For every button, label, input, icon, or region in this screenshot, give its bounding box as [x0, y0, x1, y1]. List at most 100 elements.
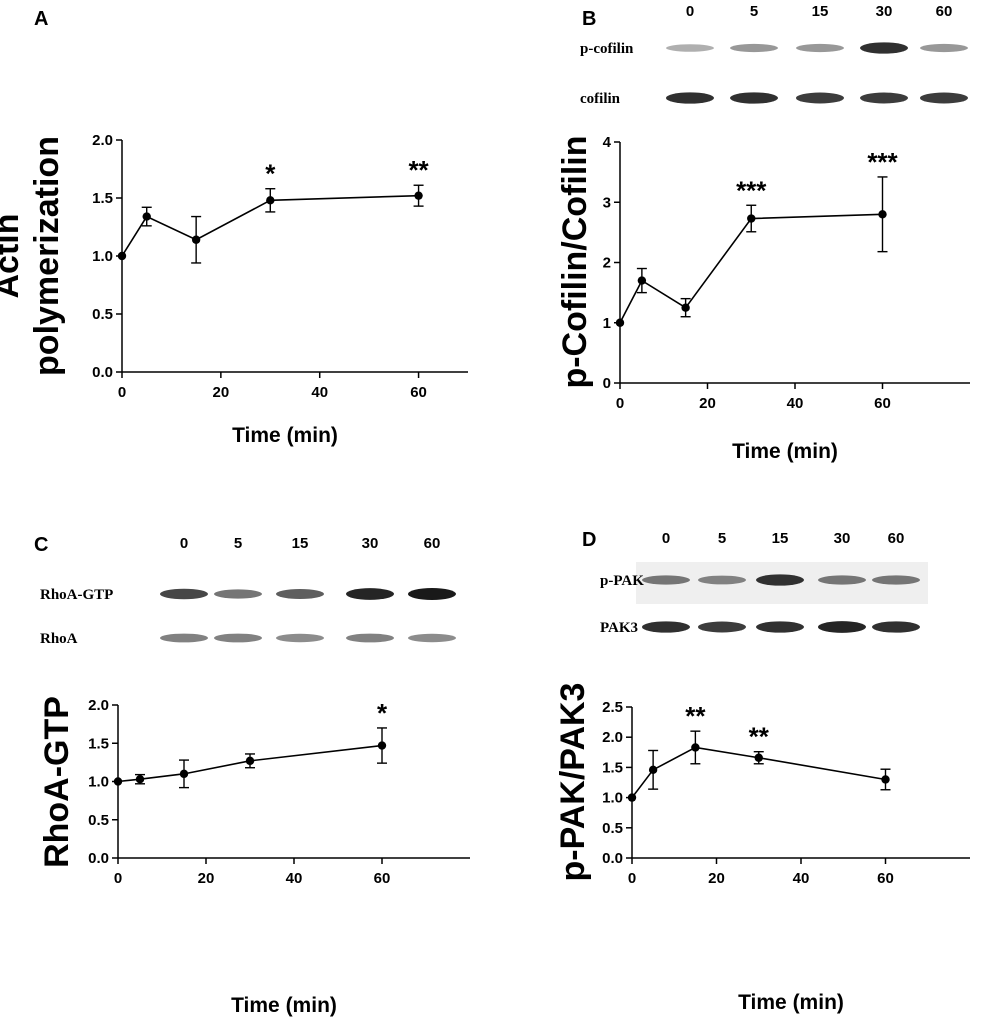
x-tick-label: 0: [114, 870, 122, 887]
blot-band: [796, 92, 844, 104]
blot-band: [756, 621, 804, 633]
blot-row-label: cofilin: [580, 91, 621, 107]
significance-marker: **: [685, 701, 706, 731]
x-axis-label: Time (min): [738, 991, 844, 1014]
blot-band: [796, 43, 844, 53]
x-tick-label: 20: [708, 870, 725, 887]
significance-marker: *: [377, 698, 388, 728]
blot-band: [860, 42, 908, 54]
y-tick-label: 2.0: [88, 697, 109, 714]
data-point: [681, 303, 690, 312]
y-tick-label: 1.5: [92, 190, 113, 207]
blot-band: [666, 92, 714, 104]
y-tick-label: 2.0: [602, 729, 623, 746]
blot-band: [346, 588, 394, 600]
blot-band: [160, 588, 208, 600]
x-tick-label: 0: [616, 395, 624, 412]
data-point: [377, 741, 387, 750]
x-tick-label: 40: [787, 395, 804, 412]
x-tick-label: 20: [213, 384, 230, 401]
blot-band: [642, 575, 690, 585]
blot-band: [818, 575, 866, 585]
chart-panel-d: 0.0 0.5 1.0 1.5 2.0 2.5 0 20 40 60 Time (min) p-PAK…: [554, 683, 970, 1014]
significance-marker: ***: [736, 175, 767, 205]
y-axis-label: Actin: [0, 214, 26, 299]
blot-panel-b: 0 5 15 30 60 p-cofilin cofilin: [580, 3, 968, 107]
x-axis-label: Time (min): [232, 424, 338, 447]
blot-panel-c: 0 5 15 30 60 RhoA-GTP RhoA: [40, 535, 456, 647]
data-point: [878, 210, 887, 219]
blot-timepoint-label: 60: [424, 535, 441, 552]
significance-marker: ***: [867, 147, 898, 177]
blot-row-label: RhoA-GTP: [40, 587, 113, 603]
panel-letter-d: D: [582, 529, 596, 551]
x-tick-label: 0: [628, 870, 636, 887]
blot-timepoint-label: 30: [876, 3, 893, 20]
y-tick-label: 3: [603, 194, 611, 211]
blot-band: [698, 621, 746, 633]
blot-timepoint-label: 30: [362, 535, 379, 552]
data-point: [648, 765, 658, 775]
y-tick-label: 0.0: [88, 850, 109, 867]
blot-band: [214, 633, 262, 643]
blot-band: [276, 633, 324, 643]
blot-row-label: p-cofilin: [580, 41, 634, 57]
y-tick-label: 1.5: [602, 759, 623, 776]
data-point: [691, 743, 700, 752]
x-tick-label: 20: [198, 870, 215, 887]
data-point: [747, 214, 756, 223]
data-point: [117, 251, 127, 261]
blot-band: [698, 575, 746, 585]
blot-band: [214, 589, 262, 599]
chart-panel-c: 0.0 0.5 1.0 1.5 2.0 0 20 40 60 Time (min) RhoA-GTP…: [38, 696, 470, 1017]
y-axis-label: p-PAK/PAK3: [554, 683, 592, 882]
data-point: [266, 196, 275, 205]
x-tick-label: 60: [877, 870, 894, 887]
data-point: [637, 276, 647, 285]
blot-timepoint-label: 0: [686, 3, 694, 20]
blot-timepoint-label: 5: [718, 530, 726, 547]
blot-band: [666, 44, 714, 52]
y-tick-label: 1: [603, 315, 611, 332]
x-axis-label: Time (min): [231, 994, 337, 1017]
blot-band: [872, 621, 920, 633]
y-tick-label: 0.5: [88, 812, 109, 829]
y-tick-label: 4: [603, 134, 612, 151]
x-tick-label: 60: [374, 870, 391, 887]
blot-band: [160, 633, 208, 643]
x-tick-label: 0: [118, 384, 126, 401]
blot-band: [730, 43, 778, 53]
data-point: [754, 753, 763, 762]
blot-band: [276, 589, 324, 599]
y-tick-label: 1.0: [88, 774, 109, 791]
blot-row-label: PAK3: [600, 620, 638, 636]
x-tick-label: 40: [311, 384, 328, 401]
panel-letter-c: C: [34, 534, 48, 556]
x-tick-label: 40: [286, 870, 303, 887]
x-tick-label: 60: [410, 384, 427, 401]
blot-band: [872, 575, 920, 585]
y-tick-label: 2.0: [92, 132, 113, 149]
panel-letter-a: A: [34, 8, 48, 30]
significance-marker: **: [408, 155, 429, 185]
blot-band: [818, 621, 866, 633]
significance-marker: *: [265, 159, 276, 189]
data-point: [615, 318, 625, 327]
blot-band: [756, 574, 804, 586]
blot-row-label: RhoA: [40, 631, 78, 647]
x-tick-label: 40: [793, 870, 810, 887]
blot-band: [730, 92, 778, 104]
blot-timepoint-label: 15: [812, 3, 829, 20]
data-point: [191, 235, 201, 244]
x-tick-label: 60: [874, 395, 891, 412]
blot-timepoint-label: 0: [662, 530, 670, 547]
y-tick-label: 2.5: [602, 699, 623, 716]
blot-band: [860, 92, 908, 104]
y-tick-label: 0.5: [92, 306, 113, 323]
blot-timepoint-label: 60: [936, 3, 953, 20]
panel-letter-b: B: [582, 8, 596, 30]
x-tick-label: 20: [699, 395, 716, 412]
data-point: [179, 769, 189, 779]
